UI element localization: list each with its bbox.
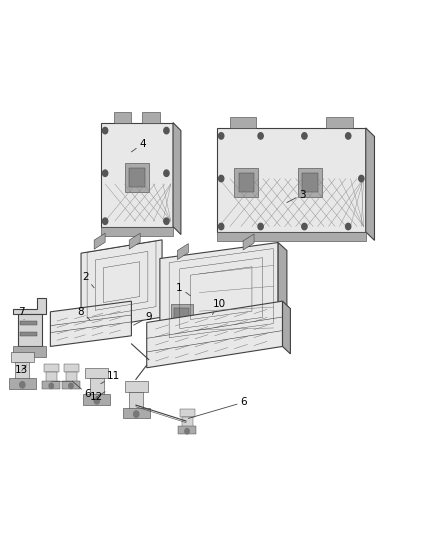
Polygon shape [18,314,42,346]
Polygon shape [62,381,80,389]
Circle shape [219,133,224,139]
Bar [129,168,145,187]
Polygon shape [11,352,34,362]
Circle shape [164,127,169,134]
Polygon shape [182,417,193,429]
Text: 9: 9 [134,312,152,325]
Bar [125,163,149,192]
Polygon shape [85,368,108,378]
Bar [298,168,322,197]
Circle shape [359,175,364,182]
Polygon shape [217,128,366,232]
Circle shape [49,383,53,389]
Bar [239,173,254,192]
Text: 2: 2 [82,272,94,288]
Polygon shape [178,426,196,434]
Circle shape [20,382,25,388]
Circle shape [219,223,224,230]
Polygon shape [66,372,77,384]
Polygon shape [180,409,195,417]
Text: 10: 10 [212,299,226,314]
Circle shape [69,383,73,389]
Circle shape [302,133,307,139]
Polygon shape [101,227,173,236]
Polygon shape [129,392,143,410]
Polygon shape [44,364,59,372]
Polygon shape [90,378,104,397]
Text: 6: 6 [72,381,91,399]
Text: 8: 8 [78,307,90,320]
Circle shape [102,127,108,134]
Polygon shape [81,240,162,330]
Polygon shape [42,381,60,389]
Polygon shape [230,117,256,128]
Circle shape [258,133,263,139]
Polygon shape [326,117,353,128]
Circle shape [302,223,307,230]
Bar [234,168,258,197]
Circle shape [164,218,169,224]
Circle shape [346,133,351,139]
Polygon shape [278,243,287,336]
Polygon shape [283,301,290,354]
Polygon shape [160,243,278,344]
Polygon shape [13,346,46,357]
Text: 3: 3 [287,190,306,203]
Text: 11: 11 [101,371,120,384]
Polygon shape [366,128,374,240]
Polygon shape [9,378,36,389]
Text: 7: 7 [18,307,25,320]
Polygon shape [114,112,131,123]
Bar [20,332,37,336]
Circle shape [346,223,351,230]
Polygon shape [64,364,79,372]
Polygon shape [177,244,188,260]
Circle shape [164,170,169,176]
Circle shape [185,429,189,434]
Circle shape [102,170,108,176]
Bar [171,304,193,325]
Circle shape [134,411,139,417]
Bar [302,173,318,192]
Polygon shape [217,232,366,241]
Polygon shape [94,233,105,249]
Polygon shape [101,123,173,227]
Polygon shape [243,234,254,250]
Bar [174,308,189,321]
Text: 4: 4 [131,139,146,152]
Text: 12: 12 [90,392,105,402]
Polygon shape [46,372,57,384]
Polygon shape [15,362,29,381]
Polygon shape [123,408,150,418]
Text: 6: 6 [188,398,247,418]
Polygon shape [142,112,160,123]
Circle shape [258,223,263,230]
Circle shape [102,218,108,224]
Polygon shape [147,301,283,368]
Polygon shape [129,233,140,249]
Polygon shape [13,298,46,314]
Polygon shape [83,394,110,405]
Polygon shape [173,123,181,235]
Circle shape [219,175,224,182]
Circle shape [94,398,99,404]
Polygon shape [125,381,148,392]
Text: 13: 13 [15,365,28,375]
Text: 1: 1 [176,283,191,296]
Polygon shape [50,301,131,346]
Bar [20,321,37,325]
